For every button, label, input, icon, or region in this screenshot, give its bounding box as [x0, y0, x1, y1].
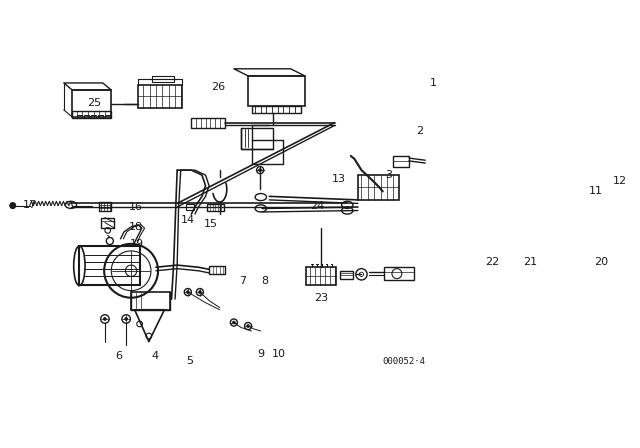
- Bar: [72, 90, 111, 117]
- Bar: [79, 246, 140, 285]
- Text: 18: 18: [129, 222, 143, 232]
- Text: 1: 1: [430, 78, 437, 88]
- Text: 000052·4: 000052·4: [383, 357, 426, 366]
- Circle shape: [259, 169, 262, 172]
- Bar: [131, 292, 170, 310]
- Text: 15: 15: [204, 219, 218, 229]
- Bar: [105, 115, 110, 118]
- Text: 26: 26: [211, 82, 225, 91]
- Circle shape: [186, 291, 189, 293]
- Circle shape: [10, 203, 15, 208]
- Text: 17: 17: [22, 200, 37, 210]
- Bar: [384, 267, 414, 280]
- Text: 6: 6: [116, 351, 123, 361]
- Bar: [99, 202, 111, 211]
- Bar: [77, 115, 81, 118]
- Text: 19: 19: [130, 239, 144, 249]
- Bar: [84, 115, 88, 118]
- Bar: [191, 118, 225, 128]
- Text: 23: 23: [314, 293, 328, 303]
- Text: 22: 22: [486, 257, 500, 267]
- Text: 14: 14: [180, 215, 195, 225]
- Text: 5: 5: [186, 357, 193, 366]
- Text: 21: 21: [523, 257, 537, 267]
- Bar: [209, 266, 225, 274]
- Bar: [207, 204, 224, 211]
- Bar: [152, 76, 173, 82]
- Bar: [248, 76, 305, 106]
- Text: 13: 13: [332, 174, 346, 184]
- Bar: [72, 111, 111, 118]
- Bar: [138, 85, 182, 108]
- Text: 9: 9: [257, 349, 264, 359]
- Text: 2: 2: [416, 126, 423, 136]
- Bar: [186, 204, 194, 210]
- Bar: [241, 128, 273, 149]
- Circle shape: [232, 321, 236, 324]
- Bar: [252, 106, 301, 113]
- Bar: [340, 271, 353, 279]
- Text: 24: 24: [310, 201, 324, 211]
- Text: 4: 4: [151, 351, 158, 361]
- Circle shape: [125, 318, 127, 320]
- Text: 25: 25: [87, 98, 101, 108]
- Bar: [91, 115, 95, 118]
- Text: 20: 20: [594, 257, 608, 267]
- Bar: [394, 156, 409, 167]
- Bar: [306, 267, 336, 285]
- Text: 8: 8: [260, 276, 268, 286]
- Bar: [101, 218, 114, 228]
- Circle shape: [198, 291, 201, 293]
- Text: 11: 11: [588, 186, 602, 196]
- Text: 12: 12: [613, 176, 627, 186]
- Text: 3: 3: [385, 170, 392, 180]
- Text: 16: 16: [129, 202, 143, 212]
- Text: 7: 7: [239, 276, 246, 286]
- Bar: [358, 175, 399, 200]
- Text: 10: 10: [271, 349, 285, 359]
- Bar: [98, 115, 103, 118]
- Circle shape: [104, 318, 106, 320]
- Circle shape: [246, 325, 250, 327]
